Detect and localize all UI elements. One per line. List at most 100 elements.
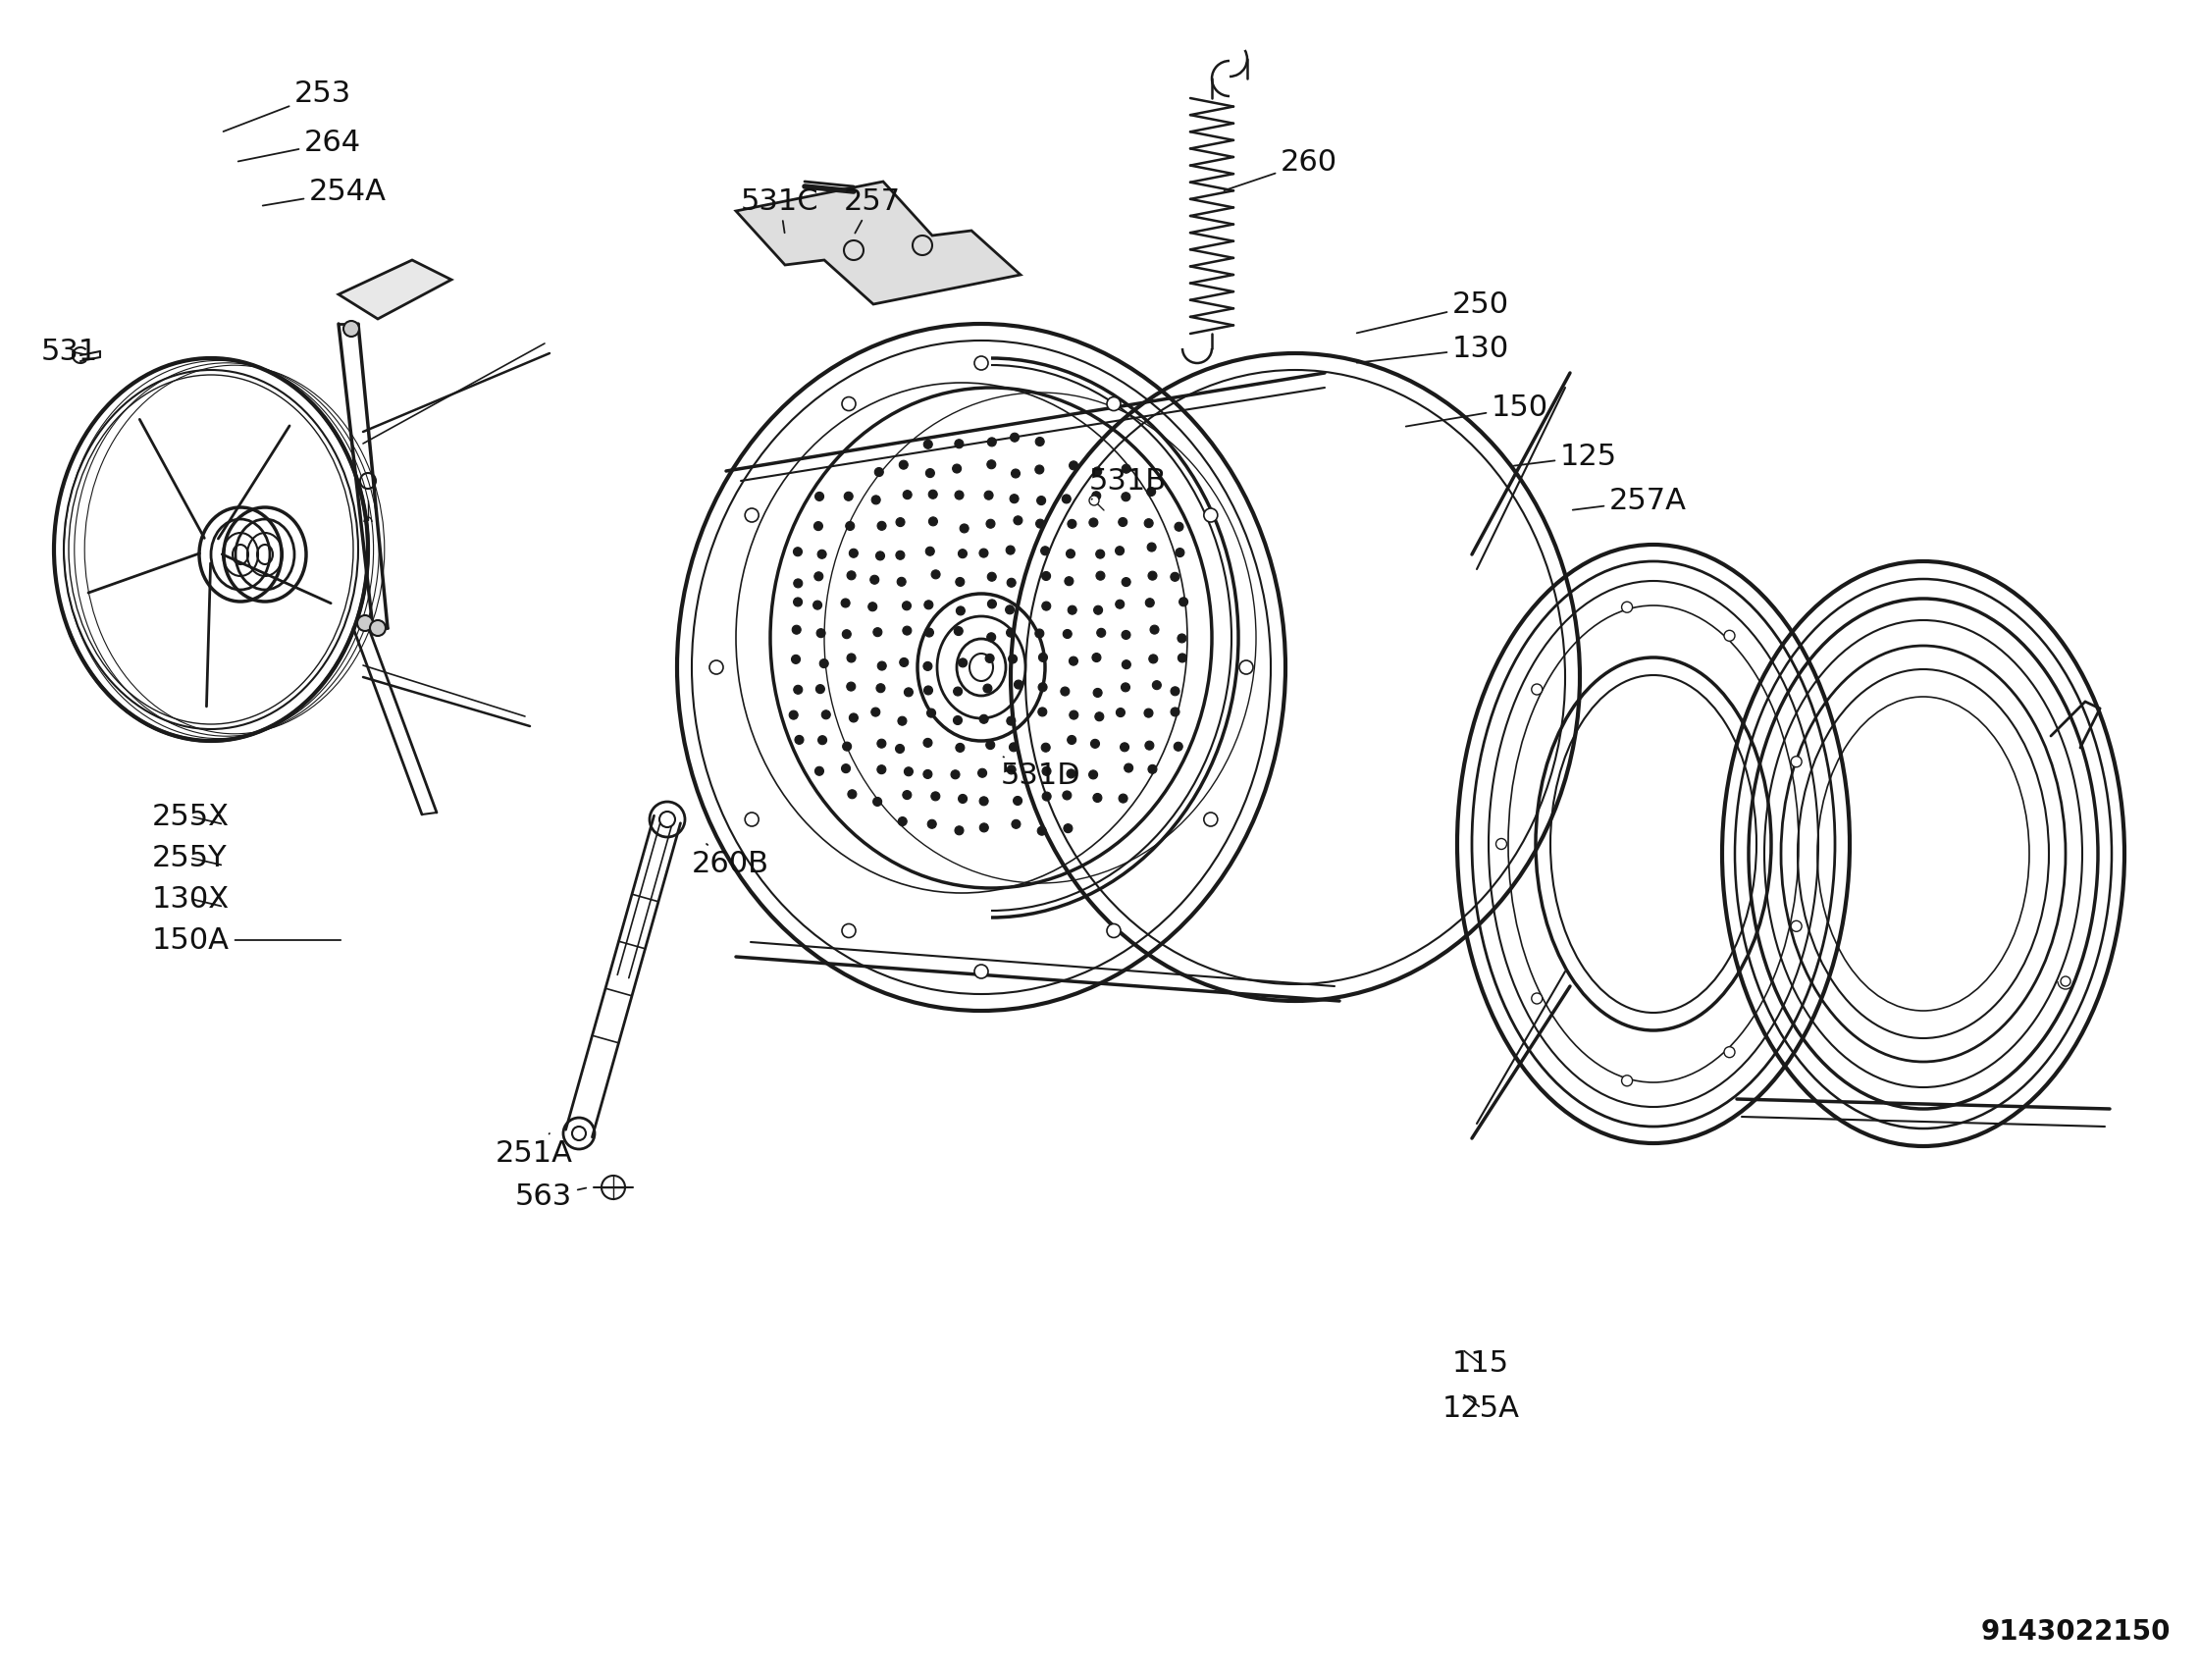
Circle shape	[902, 601, 911, 610]
Circle shape	[843, 743, 851, 751]
Circle shape	[1093, 793, 1102, 803]
Circle shape	[343, 321, 359, 336]
Circle shape	[988, 460, 997, 469]
Circle shape	[1067, 769, 1076, 778]
Circle shape	[1177, 633, 1186, 643]
Circle shape	[1115, 600, 1124, 608]
Circle shape	[849, 549, 858, 558]
Circle shape	[845, 521, 854, 531]
Circle shape	[1203, 813, 1217, 827]
Circle shape	[1146, 598, 1155, 606]
Circle shape	[1148, 655, 1157, 664]
Circle shape	[843, 924, 856, 937]
Circle shape	[1008, 766, 1016, 774]
Circle shape	[871, 707, 880, 716]
Circle shape	[1122, 578, 1131, 586]
Circle shape	[2061, 976, 2070, 986]
Circle shape	[1148, 571, 1157, 580]
Circle shape	[1063, 791, 1071, 800]
Circle shape	[950, 769, 959, 780]
Circle shape	[814, 601, 823, 610]
Text: 531B: 531B	[1089, 467, 1166, 499]
Text: 253: 253	[224, 79, 352, 131]
Circle shape	[840, 764, 851, 773]
Circle shape	[955, 578, 964, 586]
Circle shape	[955, 627, 964, 635]
Circle shape	[902, 627, 911, 635]
Circle shape	[814, 522, 823, 531]
Circle shape	[979, 549, 988, 558]
Circle shape	[979, 714, 988, 724]
Circle shape	[979, 796, 988, 805]
Circle shape	[1791, 756, 1802, 768]
Circle shape	[1170, 687, 1179, 696]
Circle shape	[1069, 657, 1078, 665]
Circle shape	[959, 795, 968, 803]
Circle shape	[1034, 628, 1043, 638]
Circle shape	[1151, 625, 1159, 633]
Circle shape	[959, 524, 968, 533]
Circle shape	[1012, 469, 1021, 477]
Circle shape	[904, 768, 913, 776]
Circle shape	[986, 519, 994, 528]
Circle shape	[1038, 654, 1047, 662]
Circle shape	[746, 509, 759, 522]
Circle shape	[924, 662, 933, 670]
Circle shape	[895, 744, 904, 753]
Circle shape	[1118, 517, 1126, 526]
Circle shape	[955, 827, 964, 835]
Circle shape	[1005, 628, 1014, 637]
Circle shape	[924, 738, 933, 748]
Text: 264: 264	[238, 128, 361, 161]
Circle shape	[1038, 682, 1047, 692]
Circle shape	[1008, 716, 1016, 726]
Circle shape	[1096, 712, 1104, 721]
Circle shape	[1175, 522, 1184, 531]
Circle shape	[1043, 571, 1052, 580]
Circle shape	[1036, 437, 1045, 445]
Circle shape	[878, 739, 887, 748]
Circle shape	[878, 521, 887, 531]
Circle shape	[1093, 467, 1102, 475]
Text: 125A: 125A	[1443, 1394, 1520, 1423]
Circle shape	[1041, 546, 1049, 554]
Circle shape	[1122, 682, 1131, 692]
Circle shape	[928, 491, 937, 499]
Circle shape	[1010, 494, 1019, 502]
Circle shape	[924, 600, 933, 610]
Circle shape	[814, 492, 823, 501]
Circle shape	[1531, 684, 1542, 696]
Circle shape	[1096, 571, 1104, 580]
Circle shape	[988, 437, 997, 447]
Circle shape	[1005, 605, 1014, 615]
Circle shape	[1115, 546, 1124, 554]
Circle shape	[1146, 487, 1155, 496]
Circle shape	[1093, 689, 1102, 697]
Circle shape	[895, 551, 904, 559]
Circle shape	[898, 717, 906, 726]
Circle shape	[1012, 820, 1021, 828]
Circle shape	[840, 598, 849, 608]
Circle shape	[926, 548, 935, 556]
Text: 257A: 257A	[1573, 486, 1687, 514]
Circle shape	[1038, 827, 1047, 835]
Circle shape	[1005, 546, 1014, 554]
Circle shape	[988, 573, 997, 581]
Circle shape	[370, 620, 385, 637]
Circle shape	[902, 791, 911, 800]
Circle shape	[1124, 763, 1133, 773]
Circle shape	[953, 687, 961, 696]
Circle shape	[1067, 549, 1076, 558]
Circle shape	[1107, 924, 1120, 937]
Circle shape	[873, 628, 882, 637]
Text: 260: 260	[1223, 148, 1338, 190]
Circle shape	[792, 625, 801, 633]
Circle shape	[900, 659, 909, 667]
Circle shape	[1038, 707, 1047, 716]
Circle shape	[979, 823, 988, 832]
Circle shape	[1115, 707, 1124, 717]
Circle shape	[871, 496, 880, 504]
Circle shape	[794, 548, 803, 556]
Circle shape	[1010, 433, 1019, 442]
Circle shape	[1043, 766, 1052, 776]
